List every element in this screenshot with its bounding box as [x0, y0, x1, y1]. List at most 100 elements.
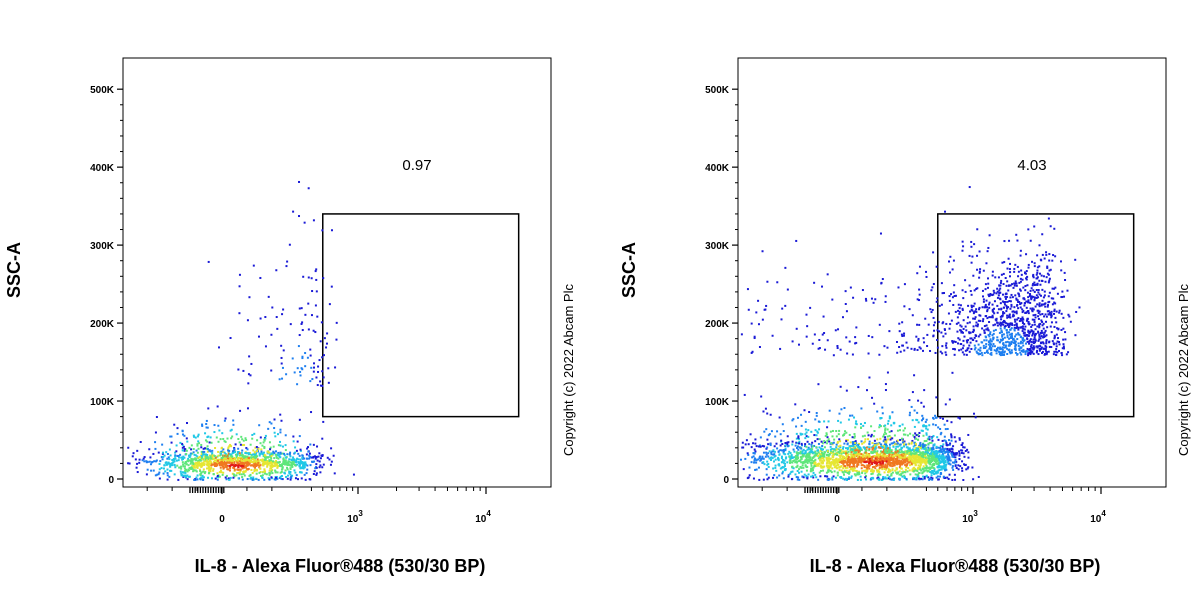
right-event-dot	[878, 473, 880, 475]
right-event-dot	[819, 460, 821, 462]
right-event-dot	[1009, 263, 1011, 265]
right-event-dot	[1045, 330, 1047, 332]
right-event-dot	[1003, 333, 1005, 335]
left-event-dot	[248, 453, 250, 455]
right-y-tick-label: 400K	[705, 163, 730, 174]
left-event-dot	[330, 464, 332, 466]
right-event-dot	[813, 282, 815, 284]
left-event-dot	[234, 465, 236, 467]
left-event-dot	[173, 424, 175, 426]
left-event-dot	[204, 471, 206, 473]
left-event-dot	[184, 463, 186, 465]
right-event-dot	[802, 467, 804, 469]
left-event-dot	[210, 467, 212, 469]
left-event-dot	[221, 461, 223, 463]
right-event-dot	[787, 435, 789, 437]
left-event-dot	[317, 366, 319, 368]
left-event-dot	[220, 471, 222, 473]
right-event-dot	[1026, 320, 1028, 322]
left-event-dot	[315, 304, 317, 306]
left-event-dot	[234, 451, 236, 453]
right-event-dot	[1007, 323, 1009, 325]
right-event-dot	[836, 448, 838, 450]
right-event-dot	[860, 423, 862, 425]
right-event-dot	[860, 479, 862, 481]
left-event-dot	[260, 464, 262, 466]
right-event-dot	[907, 460, 909, 462]
right-event-dot	[864, 422, 866, 424]
right-event-dot	[874, 444, 876, 446]
right-event-dot	[817, 383, 819, 385]
right-event-dot	[978, 344, 980, 346]
right-event-dot	[945, 403, 947, 405]
right-event-dot	[743, 468, 745, 470]
right-event-dot	[867, 438, 869, 440]
left-event-dot	[306, 472, 308, 474]
left-event-dot	[321, 321, 323, 323]
right-event-dot	[776, 477, 778, 479]
right-event-dot	[861, 472, 863, 474]
right-event-dot	[961, 467, 963, 469]
right-event-dot	[983, 298, 985, 300]
right-event-dot	[972, 478, 974, 480]
right-event-dot	[1005, 305, 1007, 307]
right-event-dot	[1030, 240, 1032, 242]
right-event-dot	[897, 461, 899, 463]
right-event-dot	[975, 334, 977, 336]
right-event-dot	[902, 424, 904, 426]
right-event-dot	[852, 462, 854, 464]
right-event-dot	[907, 467, 909, 469]
right-event-dot	[854, 442, 856, 444]
right-event-dot	[802, 464, 804, 466]
left-event-dot	[250, 363, 252, 365]
right-event-dot	[968, 332, 970, 334]
left-event-dot	[204, 463, 206, 465]
right-event-dot	[985, 346, 987, 348]
left-event-dot	[253, 433, 255, 435]
right-event-dot	[918, 421, 920, 423]
right-event-dot	[765, 428, 767, 430]
right-event-dot	[916, 272, 918, 274]
right-event-dot	[775, 465, 777, 467]
left-event-dot	[173, 459, 175, 461]
left-event-dot	[189, 476, 191, 478]
left-event-dot	[230, 445, 232, 447]
left-event-dot	[329, 303, 331, 305]
right-event-dot	[810, 431, 812, 433]
left-event-dot	[277, 471, 279, 473]
right-event-dot	[931, 474, 933, 476]
right-event-dot	[821, 445, 823, 447]
left-event-dot	[256, 469, 258, 471]
right-event-dot	[1015, 234, 1017, 236]
right-event-dot	[846, 463, 848, 465]
left-event-dot	[231, 436, 233, 438]
left-event-dot	[285, 476, 287, 478]
right-event-dot	[1000, 302, 1002, 304]
right-event-dot	[869, 441, 871, 443]
left-event-dot	[143, 458, 145, 460]
right-event-dot	[779, 453, 781, 455]
left-event-dot	[283, 472, 285, 474]
right-event-dot	[853, 417, 855, 419]
right-event-dot	[842, 316, 844, 318]
right-event-dot	[967, 451, 969, 453]
left-event-dot	[314, 331, 316, 333]
right-event-dot	[843, 474, 845, 476]
right-event-dot	[1048, 295, 1050, 297]
right-event-dot	[1022, 287, 1024, 289]
right-event-dot	[915, 449, 917, 451]
right-event-dot	[884, 465, 886, 467]
left-event-dot	[319, 464, 321, 466]
left-event-dot	[242, 444, 244, 446]
right-event-dot	[957, 464, 959, 466]
right-event-dot	[914, 461, 916, 463]
right-event-dot	[840, 408, 842, 410]
left-event-dot	[207, 465, 209, 467]
right-event-dot	[1014, 285, 1016, 287]
right-event-dot	[824, 475, 826, 477]
right-event-dot	[913, 446, 915, 448]
right-event-dot	[912, 314, 914, 316]
right-event-dot	[939, 476, 941, 478]
right-event-dot	[761, 457, 763, 459]
right-event-dot	[835, 477, 837, 479]
